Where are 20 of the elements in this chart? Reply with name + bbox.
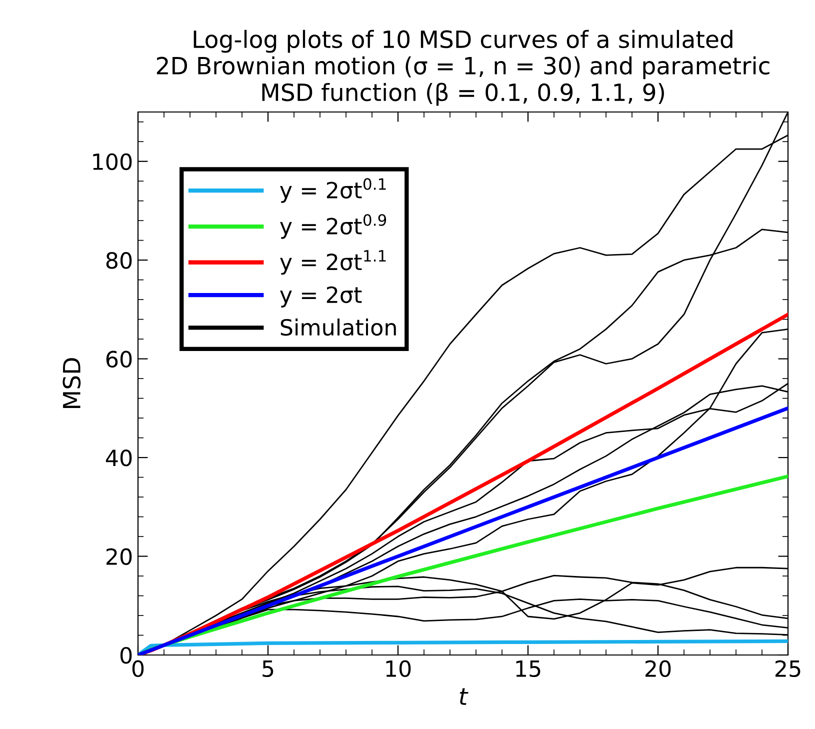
chart-title: Log-log plots of 10 MSD curves of a simulated 2D Brownian motion (σ = 1, n = 30) and parametric MSD function (β = 0.1, 0.9, 1.1, 9) xyxy=(156,30,770,106)
x-tick-label: 15 xyxy=(516,660,540,678)
legend-label: y = 2σt$^{1.1}$ xyxy=(280,250,386,275)
legend-label: y = 2σt$^{0.9}$ xyxy=(280,214,386,239)
x-tick-label: 10 xyxy=(386,660,411,678)
y-tick-label: 40 xyxy=(106,449,132,466)
y-tick-label: 20 xyxy=(106,548,132,566)
legend-label: Simulation xyxy=(280,318,396,336)
y-tick-label: 60 xyxy=(106,350,132,368)
legend-label: y = 2σt xyxy=(280,286,362,308)
y-tick-label: 0 xyxy=(120,646,132,664)
legend-label: y = 2σt$^{0.1}$ xyxy=(280,178,386,203)
x-axis-title: t xyxy=(460,688,468,705)
x-tick-label: 0 xyxy=(132,660,144,678)
y-tick-label: 80 xyxy=(106,252,132,269)
y-axis-title: MSD xyxy=(62,358,81,408)
x-tick-label: 25 xyxy=(775,660,800,678)
x-tick-label: 20 xyxy=(645,660,671,678)
y-tick-label: 100 xyxy=(93,153,132,170)
x-tick-label: 5 xyxy=(262,660,274,678)
